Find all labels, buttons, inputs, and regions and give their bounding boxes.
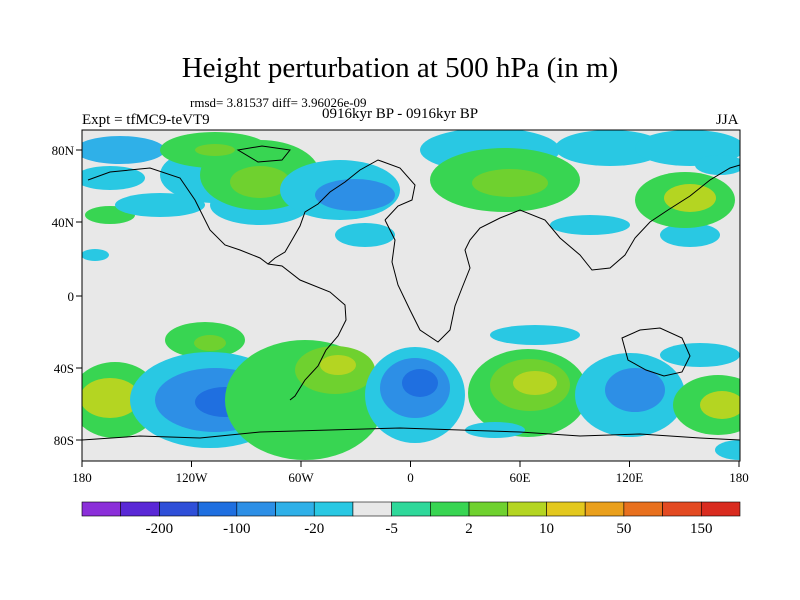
colorbar-swatch — [391, 501, 431, 517]
colorbar-swatch — [546, 501, 586, 517]
colorbar-label: 2 — [465, 521, 473, 537]
north-america-coast — [87, 159, 416, 265]
lon-label: 60E — [510, 470, 531, 485]
coastlines — [82, 145, 740, 441]
south-america-coast — [267, 263, 347, 401]
colorbar-swatch — [275, 501, 315, 517]
longitude-ticks: 180 120W 60W 0 60E 120E 180 — [72, 461, 749, 485]
colorbar-swatch — [159, 501, 199, 517]
colorbar-label: 150 — [690, 521, 713, 537]
stats-text: rmsd= 3.81537 diff= 3.96026e-09 — [190, 95, 367, 110]
latitude-ticks: 80N 40N 0 40S 80S — [52, 143, 82, 448]
colorbar-swatch — [662, 501, 702, 517]
lon-label: 120W — [176, 470, 209, 485]
colorbar-swatch — [352, 501, 392, 517]
lon-label: 180 — [72, 470, 92, 485]
colorbar — [81, 501, 741, 517]
colorbar-swatch — [700, 501, 741, 517]
antarctica-coast — [82, 427, 740, 441]
colorbar-labels: -200 -100 -20 -5 2 10 50 150 — [146, 521, 713, 537]
lat-label: 40S — [54, 361, 74, 376]
period-text: 0916kyr BP - 0916kyr BP — [322, 106, 479, 122]
colorbar-swatch — [623, 501, 663, 517]
colorbar-swatch — [81, 501, 122, 517]
colorbar-swatch — [120, 501, 160, 517]
lon-label: 120E — [616, 470, 644, 485]
colorbar-label: 10 — [539, 521, 554, 537]
colorbar-swatch — [236, 501, 276, 517]
season-label: JJA — [716, 112, 739, 128]
colorbar-swatch — [197, 501, 238, 517]
lon-label: 180 — [729, 470, 749, 485]
lat-label: 80S — [54, 433, 74, 448]
colorbar-label: -200 — [146, 521, 174, 537]
colorbar-swatch — [584, 501, 625, 517]
contour-fill-layer — [82, 130, 740, 460]
nh-contours — [82, 130, 740, 261]
greenland-coast — [236, 145, 291, 163]
colorbar-swatch — [313, 501, 354, 517]
eurasia-africa-coast — [384, 164, 740, 343]
colorbar-label: 50 — [616, 521, 631, 537]
colorbar-label: -20 — [304, 521, 324, 537]
colorbar-label: -100 — [223, 521, 251, 537]
australia-coast — [621, 327, 691, 377]
lon-label: 60W — [288, 470, 314, 485]
experiment-label: Expt = tfMC9-teVT9 — [82, 112, 210, 128]
colorbar-swatch — [468, 501, 509, 517]
colorbar-swatch — [430, 501, 470, 517]
lat-label: 40N — [52, 215, 75, 230]
lat-label: 0 — [68, 289, 75, 304]
lat-label: 80N — [52, 143, 75, 158]
lon-label: 0 — [407, 470, 414, 485]
map-title: Height perturbation at 500 hPa (in m) — [181, 52, 619, 84]
colorbar-label: -5 — [385, 521, 398, 537]
colorbar-swatch — [507, 501, 547, 517]
